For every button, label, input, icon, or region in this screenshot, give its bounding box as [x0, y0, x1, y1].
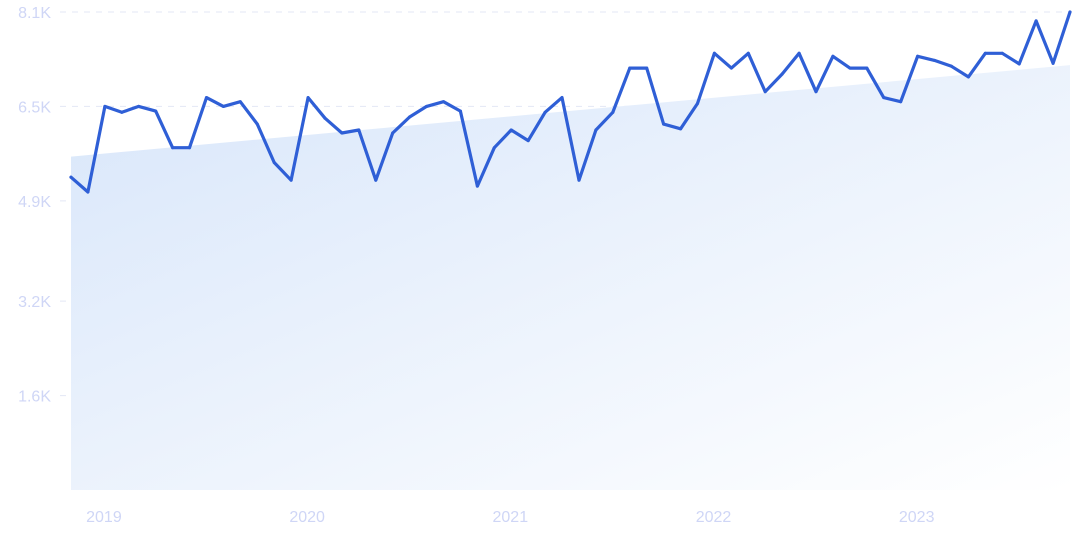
data-point	[729, 66, 733, 70]
data-point	[1051, 61, 1055, 65]
data-point	[86, 190, 90, 194]
data-point	[780, 72, 784, 76]
y-axis-ticks: 1.6K 3.2K 4.9K 6.5K 8.1K	[18, 5, 51, 406]
data-point	[137, 104, 141, 108]
data-point	[103, 104, 107, 108]
data-point	[357, 128, 361, 132]
data-point	[1034, 19, 1038, 23]
data-point	[882, 96, 886, 100]
data-point	[712, 51, 716, 55]
data-point	[1017, 62, 1021, 66]
series-line	[69, 10, 1072, 194]
data-point	[492, 146, 496, 150]
data-point	[120, 110, 124, 114]
data-point	[238, 100, 242, 104]
data-point	[188, 146, 192, 150]
data-point	[526, 139, 530, 143]
data-point	[763, 90, 767, 94]
data-point	[949, 64, 953, 68]
data-point	[865, 66, 869, 70]
data-point	[746, 51, 750, 55]
y-tick-label: 8.1K	[18, 5, 51, 22]
data-point	[425, 104, 429, 108]
data-point	[966, 75, 970, 79]
data-point	[69, 175, 73, 179]
data-point	[577, 178, 581, 182]
data-point	[899, 100, 903, 104]
x-tick-label: 2021	[493, 509, 529, 526]
data-point	[594, 128, 598, 132]
data-point	[679, 127, 683, 131]
data-point	[442, 100, 446, 104]
data-point	[695, 101, 699, 105]
x-tick-label: 2022	[696, 509, 732, 526]
data-point	[272, 160, 276, 164]
data-point	[814, 90, 818, 94]
data-point	[154, 109, 158, 113]
data-point	[1068, 10, 1072, 14]
data-point	[662, 122, 666, 126]
y-tick-label: 3.2K	[18, 294, 51, 311]
data-point	[509, 128, 513, 132]
data-point	[289, 178, 293, 182]
data-point	[306, 96, 310, 100]
data-point	[848, 66, 852, 70]
x-tick-label: 2019	[86, 509, 122, 526]
data-point	[933, 58, 937, 62]
data-points	[69, 10, 1072, 194]
data-point	[204, 96, 208, 100]
data-point	[645, 66, 649, 70]
data-point	[983, 51, 987, 55]
data-point	[916, 54, 920, 58]
x-tick-label: 2020	[289, 509, 325, 526]
data-point	[458, 109, 462, 113]
data-point	[797, 51, 801, 55]
y-tick-label: 1.6K	[18, 389, 51, 406]
x-axis-ticks: 2019 2020 2021 2022 2023	[86, 509, 934, 526]
data-point	[611, 110, 615, 114]
data-point	[560, 96, 564, 100]
data-point	[543, 110, 547, 114]
data-point	[323, 116, 327, 120]
data-point	[475, 184, 479, 188]
y-tick-label: 4.9K	[18, 194, 51, 211]
data-point	[628, 66, 632, 70]
data-point	[171, 146, 175, 150]
data-point	[374, 178, 378, 182]
data-point	[831, 54, 835, 58]
x-tick-label: 2023	[899, 509, 935, 526]
data-point	[391, 131, 395, 135]
data-point	[1000, 51, 1004, 55]
data-point	[408, 115, 412, 119]
data-point	[340, 131, 344, 135]
data-point	[255, 122, 259, 126]
data-point	[221, 104, 225, 108]
trend-area	[71, 65, 1070, 490]
y-tick-label: 6.5K	[18, 99, 51, 116]
